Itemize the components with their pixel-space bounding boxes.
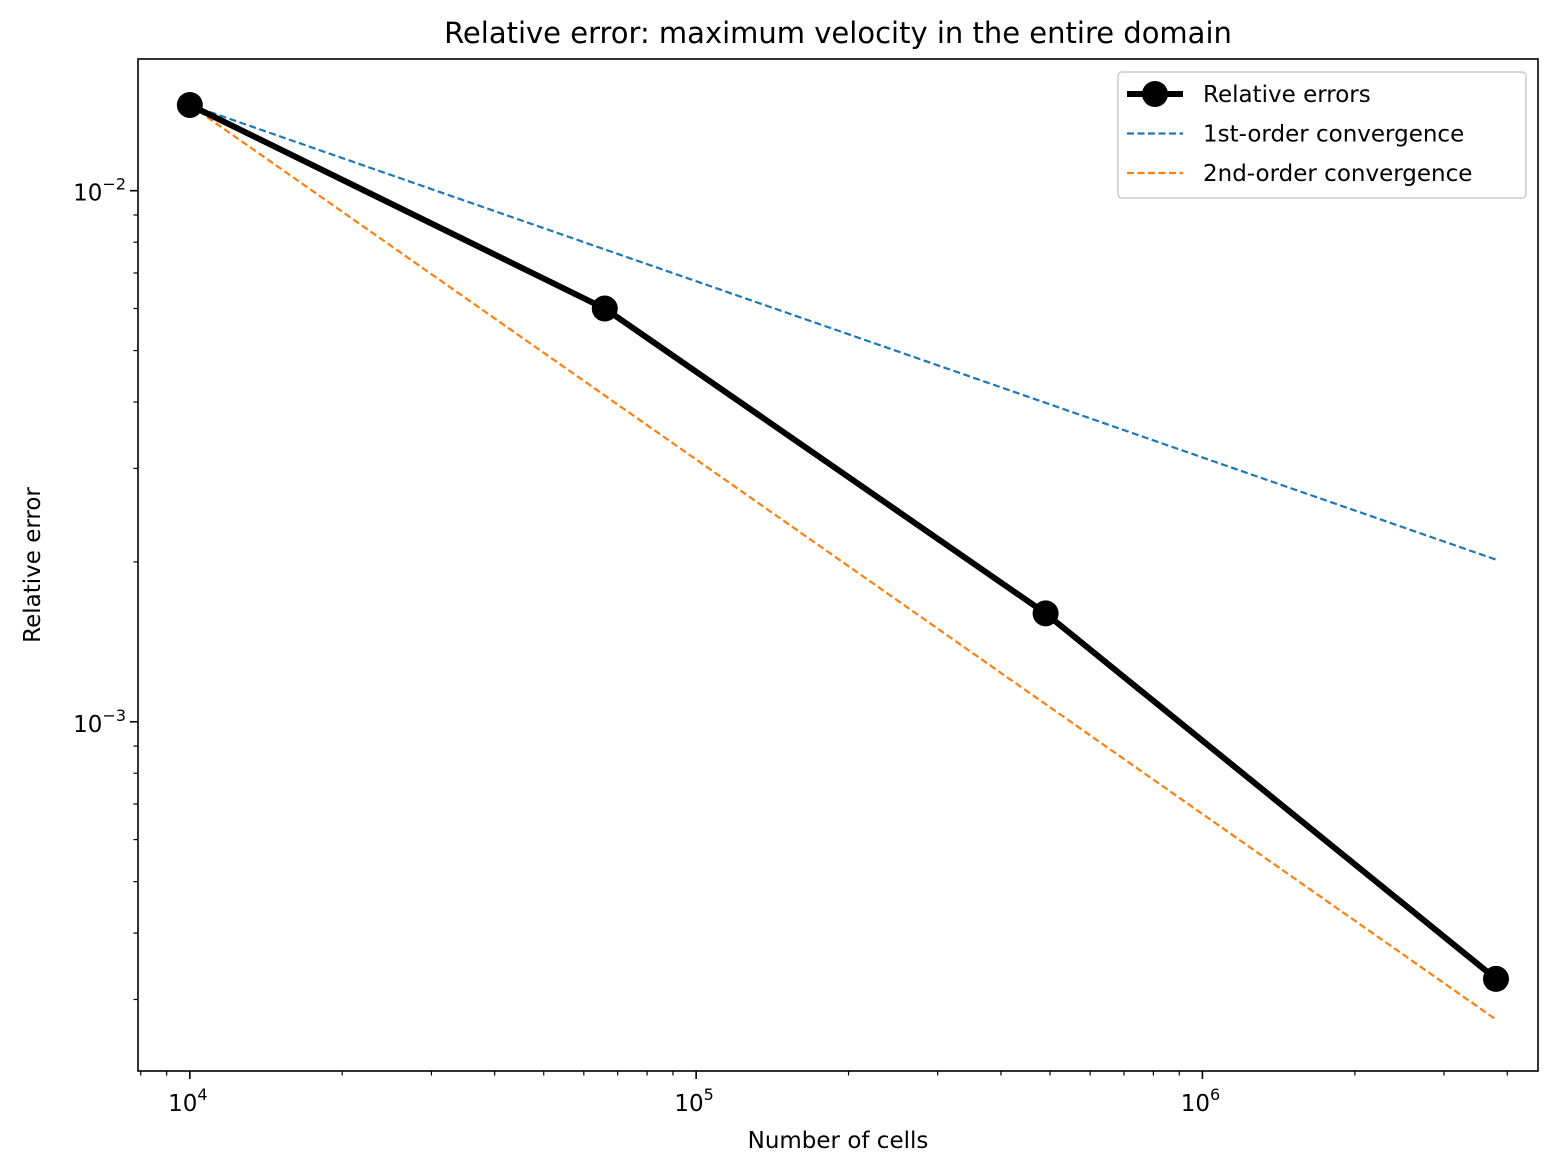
x-tick-label: 104	[168, 1085, 207, 1117]
x-axis-label: Number of cells	[748, 1128, 929, 1154]
legend-marker	[1142, 81, 1168, 107]
plot-area	[138, 59, 1538, 1071]
series-line-2	[189, 104, 1497, 1021]
legend-label: 2nd-order convergence	[1203, 161, 1472, 187]
y-tick-label: 10−3	[73, 706, 126, 738]
y-tick-label: 10−2	[73, 175, 126, 207]
series-layer	[176, 91, 1509, 1021]
legend-label: 1st-order convergence	[1203, 122, 1464, 148]
x-tick-label: 106	[1181, 1085, 1220, 1117]
legend-box	[1117, 71, 1527, 199]
legend: Relative errors 1st-order convergence 2nd-…	[1117, 71, 1527, 199]
data-point	[591, 295, 618, 322]
data-point	[1032, 600, 1059, 627]
legend-label: Relative errors	[1203, 82, 1371, 108]
chart-title: Relative error: maximum velocity in the …	[444, 16, 1232, 50]
y-axis-label: Relative error	[20, 487, 46, 643]
axes-frame	[137, 58, 1539, 1072]
data-point	[1482, 965, 1509, 992]
axis-ticks: 104 105 106 10−3 10−2	[73, 175, 1508, 1117]
series-line-0	[188, 102, 1498, 982]
x-tick-label: 105	[674, 1085, 713, 1117]
data-point	[176, 91, 203, 118]
